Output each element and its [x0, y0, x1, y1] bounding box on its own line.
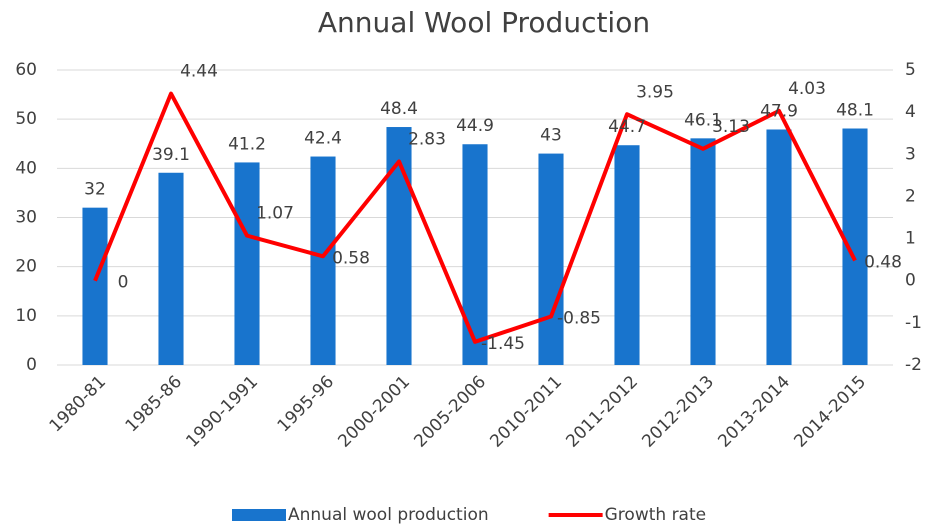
- bar: [766, 129, 792, 365]
- data-label: 3.13: [712, 117, 750, 137]
- data-label: 4.03: [788, 79, 826, 99]
- bar: [234, 162, 260, 365]
- data-label: 48.4: [380, 99, 418, 119]
- y-tick-label: 60: [15, 60, 37, 80]
- y2-tick-label: 3: [905, 144, 916, 164]
- y-tick-label: 40: [15, 158, 37, 178]
- bar: [386, 127, 412, 366]
- data-label: 41.2: [228, 134, 266, 154]
- y-tick-label: 10: [15, 306, 37, 326]
- data-label: 42.4: [304, 129, 342, 149]
- legend-label: Annual wool production: [288, 505, 489, 525]
- bar: [82, 207, 108, 365]
- data-label: 1.07: [256, 204, 294, 224]
- bar: [462, 144, 488, 365]
- x-tick-label: 2005-2006: [410, 372, 490, 452]
- data-label: 44.7: [608, 117, 646, 137]
- y2-tick-label: 2: [905, 186, 916, 206]
- data-label: 4.44: [180, 62, 218, 82]
- bar: [538, 153, 564, 365]
- legend-swatch: [232, 509, 286, 521]
- y2-tick-label: 4: [905, 102, 916, 122]
- x-tick-label: 2012-2013: [638, 372, 718, 452]
- data-label: 39.1: [152, 145, 190, 165]
- x-tick-label: 2000-2001: [334, 372, 414, 452]
- x-tick-label: 2013-2014: [714, 372, 794, 452]
- chart-title: Annual Wool Production: [318, 6, 650, 39]
- x-tick-label: 2010-2011: [486, 372, 566, 452]
- data-label: 43: [540, 126, 562, 146]
- data-label: -0.85: [557, 309, 601, 329]
- data-label: 44.9: [456, 116, 494, 136]
- x-tick-label: 1990-1991: [182, 372, 262, 452]
- y-tick-label: 20: [15, 257, 37, 277]
- data-label: 2.83: [408, 129, 446, 149]
- y-tick-label: 0: [26, 355, 37, 375]
- y2-tick-label: 5: [905, 60, 916, 80]
- line: [93, 91, 857, 344]
- bar: [614, 145, 640, 365]
- data-label: 32: [84, 180, 106, 200]
- x-tick-label: 1980-81: [46, 372, 110, 436]
- x-tick-label: 2011-2012: [562, 372, 642, 452]
- data-label: 46.1: [684, 110, 722, 130]
- data-label: 0: [118, 273, 129, 293]
- data-label: 47.9: [760, 101, 798, 121]
- data-label: 3.95: [636, 82, 674, 102]
- data-label: 48.1: [836, 101, 874, 121]
- y2-tick-label: -1: [905, 313, 922, 333]
- legend-label: Growth rate: [605, 505, 706, 525]
- y-tick-label: 30: [15, 208, 37, 228]
- y-tick-label: 50: [15, 109, 37, 129]
- data-label: -1.45: [481, 334, 525, 354]
- bar: [690, 138, 716, 365]
- y2-tick-label: -2: [905, 355, 922, 375]
- y2-tick-label: 0: [905, 271, 916, 291]
- x-tick-label: 1995-96: [274, 372, 338, 436]
- data-label: 0.58: [332, 248, 370, 268]
- x-tick-label: 1985-86: [122, 372, 186, 436]
- x-tick-label: 2014-2015: [790, 372, 870, 452]
- data-label: 0.48: [864, 252, 902, 272]
- bar: [310, 156, 336, 365]
- bar: [158, 172, 184, 365]
- y2-tick-label: 1: [905, 229, 916, 249]
